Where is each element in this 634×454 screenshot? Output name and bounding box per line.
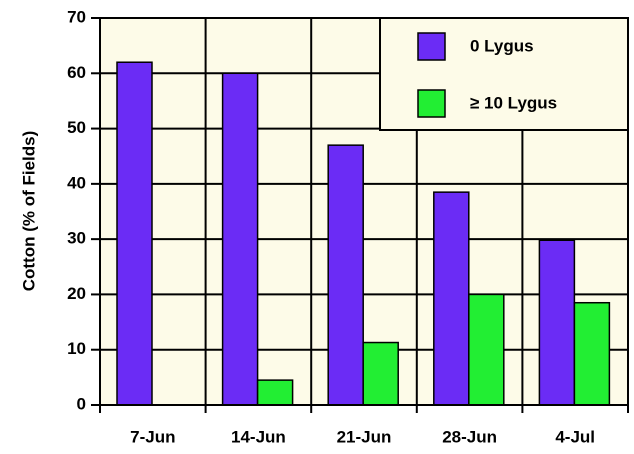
bar: [327, 144, 364, 406]
y-tick-label: 60: [67, 63, 86, 82]
bar: [116, 61, 153, 406]
legend-swatch: [417, 89, 446, 118]
bar: [573, 301, 611, 406]
legend-label: 0 Lygus: [470, 36, 534, 55]
legend-label: ≥ 10 Lygus: [470, 93, 557, 112]
y-tick-label: 70: [67, 7, 86, 26]
bar: [538, 239, 576, 406]
bar: [468, 293, 505, 406]
bar: [256, 379, 294, 406]
bar: [433, 191, 470, 406]
y-axis-label: Cotton (% of Fields): [19, 131, 38, 292]
y-tick-label: 50: [67, 118, 86, 137]
x-tick-label: 7-Jun: [130, 427, 175, 446]
legend-box: [379, 17, 629, 131]
x-tick-label: 21-Jun: [337, 427, 392, 446]
bar: [362, 341, 399, 406]
y-tick-label: 30: [67, 229, 86, 248]
y-tick-label: 40: [67, 173, 86, 192]
plot-border: [99, 17, 629, 406]
y-tick-label: 0: [77, 394, 86, 413]
x-tick-label: 28-Jun: [442, 427, 497, 446]
y-tick-label: 10: [67, 339, 86, 358]
legend-swatch: [417, 32, 446, 61]
x-tick-label: 4-Jul: [555, 427, 595, 446]
y-tick-label: 20: [67, 284, 86, 303]
x-tick-label: 14-Jun: [231, 427, 286, 446]
bar: [221, 72, 259, 406]
